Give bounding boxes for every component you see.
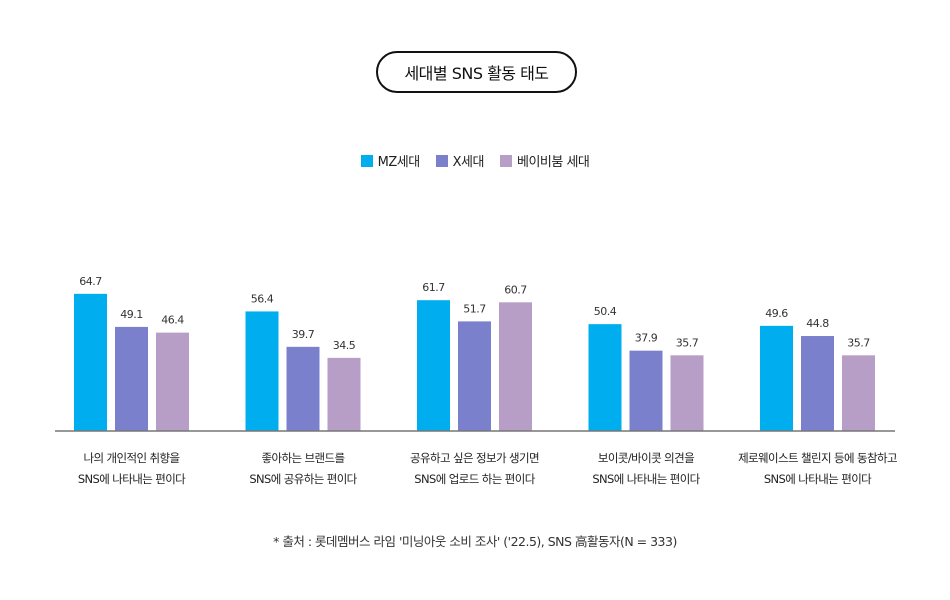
value-label-babyboom-3: 60.7 (504, 283, 527, 296)
bar-x-5 (801, 336, 834, 431)
bars-layer (74, 293, 875, 431)
chart-title: 세대별 SNS 활동 태도 (376, 51, 577, 93)
value-label-x-2: 39.7 (292, 328, 315, 341)
category-label-4-line-2: SNS에 나타내는 편이다 (592, 472, 700, 486)
category-label-3-line-2: SNS에 업로드 하는 편이다 (414, 472, 535, 486)
bar-mz-5 (760, 325, 793, 431)
legend-label-mz: MZ세대 (377, 155, 421, 170)
bar-babyboom-3 (499, 302, 532, 431)
bar-x-2 (286, 346, 320, 431)
value-label-mz-4: 50.4 (594, 305, 617, 318)
legend-item-mz: MZ세대 (360, 151, 421, 170)
legend-label-x: X세대 (452, 155, 485, 170)
category-label-2-line-1: 좋아하는 브랜드를 (262, 451, 345, 465)
category-label-5-line-1: 제로웨이스트 챌린지 등에 동참하고 (738, 451, 897, 465)
category-label-5-line-2: SNS에 나타내는 편이다 (764, 472, 872, 486)
category-label-3-line-1: 공유하고 싶은 정보가 생기면 (410, 451, 539, 465)
legend-swatch-babyboom (499, 154, 512, 167)
bar-babyboom-2 (327, 357, 361, 431)
value-label-mz-3: 61.7 (422, 281, 445, 294)
bar-mz-4 (588, 324, 622, 431)
bar-babyboom-4 (670, 355, 704, 431)
value-label-babyboom-1: 46.4 (161, 314, 184, 327)
bar-x-3 (458, 321, 491, 431)
legend-label-babyboom: 베이비붐 세대 (516, 155, 590, 170)
legend-swatch-x (435, 154, 448, 167)
value-label-x-4: 37.9 (635, 332, 658, 345)
bar-mz-1 (74, 293, 107, 431)
legend-swatch-mz (360, 154, 373, 167)
category-label-1-line-1: 나의 개인적인 취향을 (84, 451, 180, 465)
value-label-babyboom-4: 35.7 (676, 336, 699, 349)
bar-x-4 (629, 350, 663, 431)
value-label-mz-2: 56.4 (251, 292, 274, 305)
value-label-babyboom-2: 34.5 (333, 339, 356, 352)
value-label-babyboom-5: 35.7 (847, 336, 870, 349)
legend-item-x: X세대 (435, 151, 485, 170)
value-label-x-1: 49.1 (120, 308, 143, 321)
legend-item-babyboom: 베이비붐 세대 (499, 151, 590, 170)
bar-mz-3 (417, 300, 450, 431)
bar-x-1 (115, 326, 148, 431)
value-label-mz-1: 64.7 (79, 275, 102, 288)
bar-mz-2 (245, 311, 279, 431)
value-label-x-3: 51.7 (463, 302, 486, 315)
legend: MZ세대 X세대 베이비붐 세대 (0, 151, 950, 170)
value-label-mz-5: 49.6 (765, 307, 788, 320)
category-label-2-line-2: SNS에 공유하는 편이다 (249, 472, 357, 486)
bar-babyboom-5 (842, 355, 875, 431)
category-label-1-line-2: SNS에 나타내는 편이다 (78, 472, 186, 486)
category-label-4-line-1: 보이콧/바이콧 의견을 (598, 451, 694, 465)
source-note: * 출처 : 롯데멤버스 라임 '미닝아웃 소비 조사' ('22.5), SN… (273, 534, 677, 549)
bar-babyboom-1 (156, 332, 189, 431)
value-label-x-5: 44.8 (806, 317, 829, 330)
value-labels-layer: 64.7 49.1 46.4 56.4 39.7 34.5 61.7 51.7 60.7 50.4… (79, 275, 870, 352)
category-labels-layer: 나의 개인적인 취향을 SNS에 나타내는 편이다 좋아하는 브랜드를 SNS에 공유… (78, 451, 898, 486)
